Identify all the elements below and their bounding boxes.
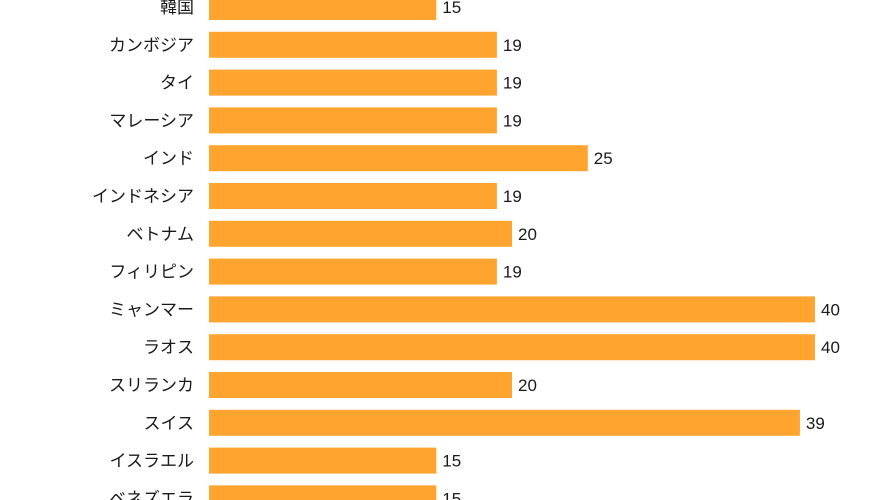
bar-10: [209, 372, 512, 398]
value-label: 25: [594, 149, 613, 168]
category-label: インド: [143, 149, 194, 169]
value-label: 39: [806, 414, 825, 433]
value-labels: 15 19 19 19 25 19 20 19 40 40 20 39 15 15: [442, 0, 840, 500]
category-label: ミャンマー: [109, 300, 194, 320]
bar-2: [209, 69, 497, 96]
category-label: スイス: [144, 414, 195, 434]
value-label: 19: [503, 187, 522, 206]
value-label: 19: [503, 36, 522, 55]
bar-11: [209, 409, 800, 436]
bar-1: [209, 31, 497, 58]
category-label: タイ: [160, 74, 194, 94]
category-label: イスラエル: [110, 452, 195, 472]
bar-4: [209, 145, 588, 172]
value-label: 15: [442, 489, 461, 500]
category-label: 韓国: [160, 0, 194, 18]
category-label: ベネズエラ: [109, 489, 194, 500]
bar-13: [209, 485, 437, 500]
bar-9: [209, 334, 815, 361]
bar-3: [209, 107, 497, 134]
category-label: スリランカ: [109, 376, 194, 396]
category-label: インドネシア: [92, 187, 194, 207]
category-labels: 韓国カンボジアタイマレーシアインドインドネシアベトナムフィリピンミャンマーラオス…: [92, 0, 194, 500]
bar-12: [209, 447, 437, 474]
bar-5: [209, 183, 497, 209]
value-label: 20: [518, 225, 537, 244]
value-label: 40: [821, 300, 840, 319]
value-label: 19: [503, 111, 522, 130]
category-label: フィリピン: [109, 263, 194, 283]
category-label: カンボジア: [109, 36, 194, 56]
value-label: 40: [821, 338, 840, 357]
category-label: ベトナム: [127, 225, 195, 245]
value-label: 19: [503, 74, 522, 93]
bar-7: [209, 258, 497, 285]
bar-6: [209, 220, 512, 247]
bars-layer: [209, 0, 815, 500]
value-label: 20: [518, 376, 537, 395]
category-label: マレーシア: [109, 111, 194, 131]
value-label: 19: [503, 263, 522, 282]
bar-8: [209, 296, 815, 323]
bar-0: [209, 0, 437, 20]
category-label: ラオス: [143, 338, 194, 358]
value-label: 15: [442, 0, 461, 17]
value-label: 15: [442, 452, 461, 471]
